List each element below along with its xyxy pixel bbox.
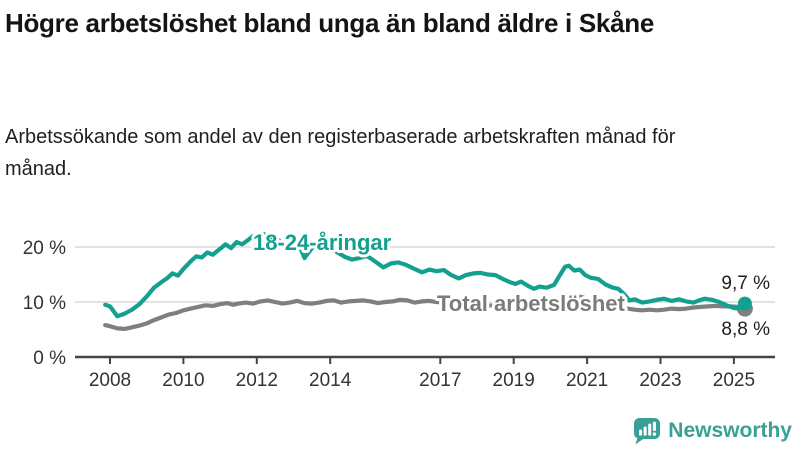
newsworthy-bar-chart-bubble-icon: [634, 418, 661, 445]
y-tick-label: 0 %: [33, 348, 66, 369]
series-label-total: Total arbetslöshet: [437, 291, 626, 316]
end-value-label-total: 8,8 %: [721, 319, 770, 340]
annotation-layer: 18-24-åringar Total arbetslöshet 9,7 % 8…: [250, 227, 770, 340]
page-title: Högre arbetslöshet bland unga än bland ä…: [5, 8, 654, 38]
series-line-total: [103, 292, 748, 331]
x-tick-label: 2017: [419, 370, 461, 391]
x-tick-label: 2019: [493, 370, 535, 391]
page-subtitle: Arbetssökande som andel av den registerb…: [5, 126, 676, 180]
newsworthy-wordmark: Newsworthy: [668, 419, 792, 442]
end-value-label-youth: 9,7 %: [721, 273, 770, 294]
y-tick-label: 10 %: [23, 293, 66, 314]
series-end-dot-youth: [737, 296, 752, 311]
x-tick-label: 2025: [713, 370, 755, 391]
series-label-youth: 18-24-åringar: [253, 230, 392, 255]
x-tick-label: 2008: [89, 370, 131, 391]
newsworthy-logo[interactable]: Newsworthy: [633, 417, 792, 445]
series-layer: [103, 232, 753, 331]
x-tick-label: 2012: [236, 370, 278, 391]
x-tick-label: 2021: [566, 370, 608, 391]
x-tick-label: 2014: [309, 370, 352, 391]
series-line-youth: [103, 232, 748, 319]
axis-layer: 0 % 10 % 20 % 2008 2010 2012 2014 2017 2019 2021 2…: [23, 238, 775, 391]
x-tick-label: 2010: [162, 370, 204, 391]
x-tick-label: 2023: [639, 370, 681, 391]
y-tick-label: 20 %: [23, 238, 66, 259]
